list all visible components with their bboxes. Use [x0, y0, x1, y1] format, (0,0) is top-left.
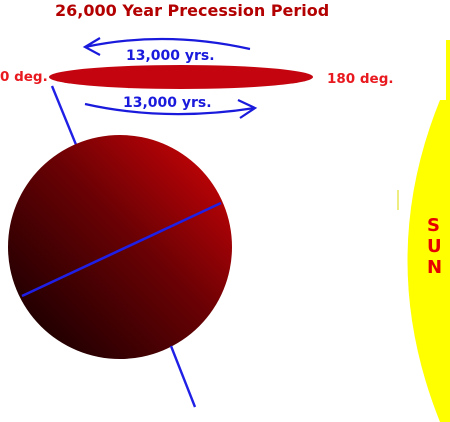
- diagram-title: 26,000 Year Precession Period: [55, 1, 329, 20]
- upper-arrow-label: 13,000 yrs.: [126, 48, 215, 64]
- precession-orbit-disc: [49, 65, 313, 89]
- earth-planet: [8, 135, 232, 359]
- sun: [407, 100, 450, 422]
- sun-letter-n: N: [427, 257, 442, 278]
- sun-top-sliver: [446, 40, 450, 100]
- lower-arrow-label: 13,000 yrs.: [123, 95, 212, 111]
- equator-line: [21, 201, 222, 298]
- left-arrowhead-icon: [82, 37, 101, 56]
- sun-letter-u: U: [427, 236, 442, 257]
- one-eighty-degree-label: 180 deg.: [327, 71, 394, 87]
- upper-arrow: [82, 37, 251, 56]
- rotation-axis-lower: [169, 345, 197, 408]
- sun-letter-s: S: [427, 215, 440, 236]
- lower-arrow: [84, 99, 258, 119]
- zero-degree-label: 0 deg.: [0, 69, 48, 85]
- rotation-axis-upper: [50, 85, 81, 153]
- right-arrowhead-icon: [237, 99, 258, 119]
